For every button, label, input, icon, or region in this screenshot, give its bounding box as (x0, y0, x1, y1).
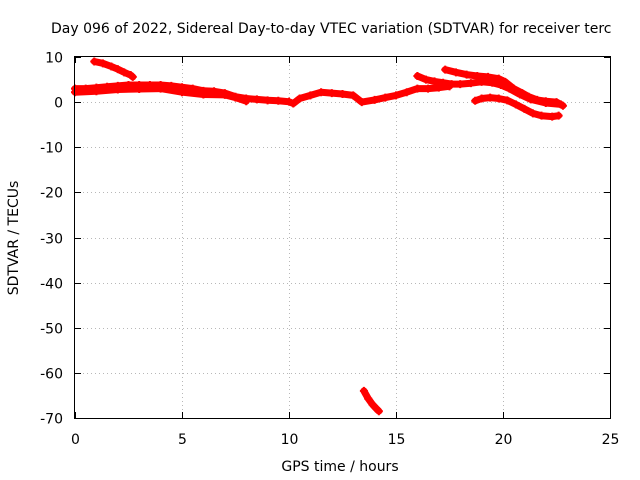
x-axis-label: GPS time / hours (281, 459, 398, 475)
axis-ticks (75, 57, 611, 419)
data-point (473, 71, 482, 80)
data-point (338, 90, 347, 99)
y-tick-label: -60 (40, 367, 63, 383)
data-point (451, 68, 460, 77)
data-point (381, 93, 390, 102)
data-point (402, 88, 411, 97)
data-point (120, 68, 129, 77)
data-point (505, 84, 514, 93)
data-point (439, 78, 448, 87)
y-axis-tick-labels: 10 0 -10 -20 -30 -40 -50 -60 -70 (40, 51, 63, 428)
y-tick-label: -10 (40, 141, 63, 157)
data-point (98, 59, 107, 68)
data-point (511, 100, 520, 109)
data-point (526, 95, 535, 104)
x-tick-label: 25 (602, 432, 620, 448)
data-point (424, 84, 433, 93)
data-point (496, 80, 505, 89)
series-afternoon-mid (413, 71, 565, 109)
data-point (113, 85, 122, 94)
data-point (471, 96, 480, 105)
data-point (327, 89, 336, 98)
data-point (231, 93, 240, 102)
x-axis-tick-labels: 0 5 10 15 20 25 (71, 432, 619, 448)
data-point (528, 109, 537, 118)
data-point (392, 91, 400, 100)
data-point (289, 99, 298, 108)
data-point (368, 400, 377, 409)
data-point (486, 93, 495, 102)
data-point (274, 96, 283, 105)
data-point (242, 97, 251, 106)
data-point (537, 111, 546, 120)
data-point (430, 77, 439, 86)
data-point (220, 90, 229, 99)
y-tick-label: -50 (40, 322, 63, 338)
data-point (466, 79, 475, 88)
data-point (520, 104, 529, 113)
data-point (359, 386, 368, 395)
x-tick-label: 0 (71, 432, 80, 448)
data-point (413, 84, 422, 93)
data-point (554, 111, 563, 120)
data-point (370, 95, 379, 104)
data-point (113, 65, 122, 74)
data-point (374, 407, 383, 416)
y-axis-label: SDTVAR / TECUs (6, 181, 22, 296)
data-point (252, 95, 261, 104)
data-point (477, 77, 486, 86)
data-point (349, 91, 358, 100)
x-tick-label: 20 (495, 432, 513, 448)
data-point (456, 80, 465, 89)
y-tick-label: 10 (45, 51, 63, 67)
data-point (462, 70, 471, 79)
series-afternoon-low (471, 93, 563, 121)
data-point (306, 91, 315, 100)
y-tick-label: -70 (40, 412, 63, 428)
data-point (135, 85, 144, 94)
data-point (178, 88, 186, 97)
data-point (199, 90, 208, 99)
data-point (156, 84, 165, 93)
series-trace (71, 85, 250, 105)
x-tick-label: 15 (388, 432, 406, 448)
data-point (441, 65, 450, 74)
data-point (541, 99, 550, 108)
data-point (90, 57, 99, 66)
data-point (413, 71, 422, 80)
data-point (107, 62, 116, 71)
data-point (447, 80, 456, 89)
data-point (92, 87, 101, 96)
plot-frame (74, 56, 611, 419)
grid-lines (75, 57, 610, 418)
x-tick-label: 10 (281, 432, 299, 448)
x-tick-label: 5 (178, 432, 187, 448)
series-negative-outlier (359, 386, 383, 416)
data-point (263, 96, 272, 105)
y-tick-label: 0 (54, 96, 63, 112)
series-main-band (71, 80, 454, 108)
y-tick-label: -30 (40, 232, 63, 248)
data-point (295, 94, 304, 103)
data-point (364, 394, 373, 403)
data-point (357, 98, 366, 107)
data-point (556, 100, 565, 109)
chart-title: Day 096 of 2022, Sidereal Day-to-day VTE… (51, 21, 611, 37)
data-point (503, 96, 512, 105)
data-point (421, 75, 430, 84)
data-point (128, 72, 137, 81)
series-main-band-lower (71, 84, 251, 106)
data-series (71, 57, 567, 416)
data-point (317, 88, 326, 97)
data-point (285, 97, 293, 106)
data-point (494, 94, 503, 103)
data-point (488, 78, 497, 87)
series-early-arc (90, 57, 137, 81)
data-point (477, 94, 486, 103)
y-tick-label: -40 (40, 277, 63, 293)
y-tick-label: -20 (40, 186, 63, 202)
data-point (516, 90, 525, 99)
